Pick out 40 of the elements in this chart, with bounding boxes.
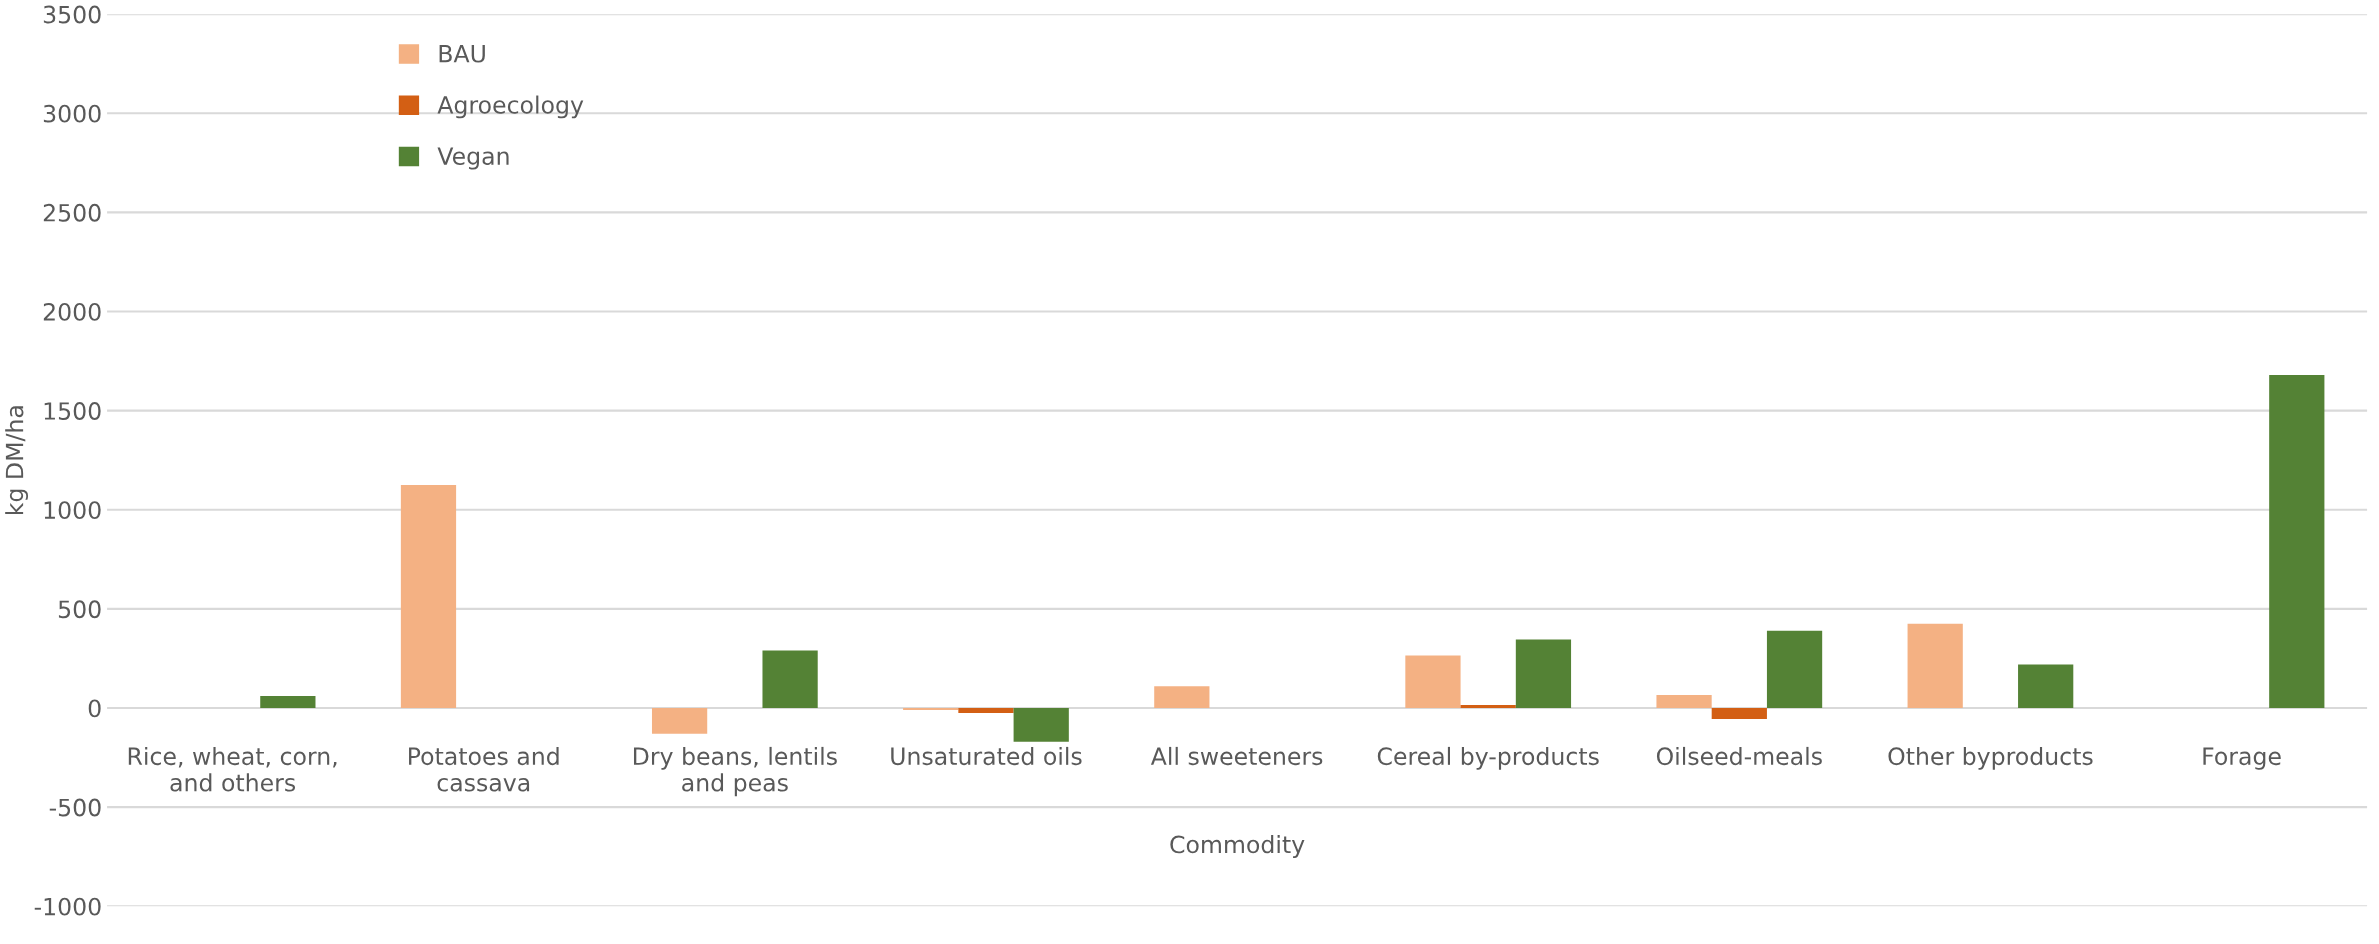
x-tick-label: Unsaturated oils: [891, 746, 1082, 766]
y-tick-label: 0: [88, 699, 101, 718]
x-tick-label: Other byproducts: [1888, 746, 2093, 770]
legend-label: Agroecology: [437, 95, 584, 119]
y-tick-label: 500: [58, 600, 101, 619]
y-tick-label: 1500: [44, 402, 101, 420]
y-tick-label: -500: [49, 798, 101, 817]
bar: [1766, 630, 1823, 708]
bar: [260, 696, 316, 708]
bar: [1460, 705, 1516, 708]
y-tick-label: 2500: [43, 203, 101, 222]
x-tick-label: Forage: [2203, 747, 2281, 770]
y-tick-label: 1000: [44, 501, 101, 520]
bar: [1656, 695, 1712, 708]
y-tick-label: 3000: [43, 104, 101, 123]
x-tick-label: Rice, wheat, corn, and others: [128, 746, 337, 792]
x-tick-label: Dry beans, lentils and peas: [633, 746, 837, 797]
x-tick-label: Cereal by-products: [1377, 746, 1599, 770]
x-tick-label: Potatoes and cassava: [409, 746, 559, 792]
y-axis-title: kg DM/ha: [5, 406, 29, 515]
bar: [762, 650, 818, 708]
bar: [1013, 708, 1069, 742]
bar: [1405, 655, 1461, 708]
y-tick-label: -1000: [34, 897, 101, 916]
bar: [958, 708, 1014, 713]
x-axis-title: Commodity: [1170, 835, 1305, 858]
x-tick-label: Oilseed-meals: [1656, 746, 1822, 766]
y-tick-label: 2000: [43, 302, 101, 321]
bar: [400, 484, 457, 708]
x-tick-label: All sweeteners: [1150, 746, 1323, 766]
bar: [1711, 708, 1767, 719]
bar: [1907, 623, 1963, 708]
bar: [1154, 686, 1210, 708]
bar: [651, 708, 708, 734]
legend-label: BAU: [439, 45, 485, 63]
y-tick-label: 3500: [43, 5, 101, 24]
bar: [1515, 639, 1572, 708]
legend-label: Vegan: [437, 147, 509, 170]
bar: [2269, 374, 2325, 708]
bar: [2018, 664, 2074, 708]
